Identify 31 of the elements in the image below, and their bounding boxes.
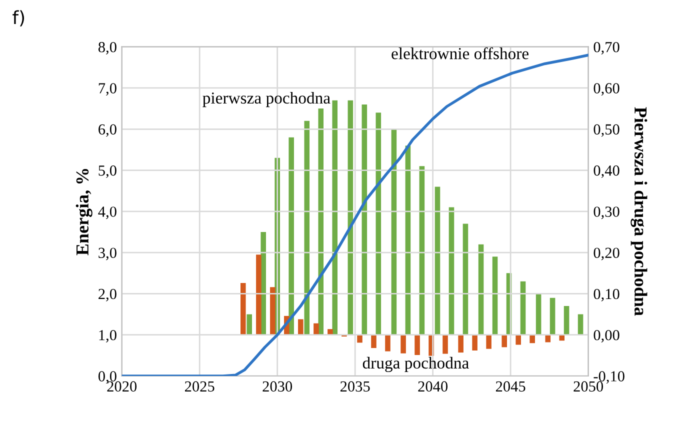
y2-tick-label: -0,10 <box>594 371 624 384</box>
y2-tick-label: 0,60 <box>594 83 620 96</box>
y-tick-label: 7,0 <box>98 83 116 96</box>
y2-tick-label: 0,40 <box>594 165 620 178</box>
x-tick-label: 2040 <box>418 381 448 392</box>
x-tick-label: 2030 <box>262 381 292 392</box>
x-tick-label: 2025 <box>184 381 214 392</box>
y-tick-label: 1,0 <box>99 330 116 343</box>
y-tick-label: 6,0 <box>98 124 116 137</box>
y-tick-label: 2,0 <box>98 288 116 302</box>
series-label: druga pochodna <box>362 356 469 372</box>
y2-tick-label: 0,30 <box>594 206 620 220</box>
x-tick-label: 2035 <box>340 381 370 392</box>
y-tick-label: 8,0 <box>98 42 116 54</box>
x-tick-label: 2020 <box>107 381 137 392</box>
x-tick-label: 2045 <box>496 381 526 392</box>
y2-tick-label: 0,10 <box>594 288 620 302</box>
y2-tick-label: 0,70 <box>594 42 620 54</box>
y2-axis-title: Pierwsza i druga pochodna <box>630 107 648 316</box>
y-axis-title: Energia, % <box>76 168 92 256</box>
y2-tick-label: 0,00 <box>594 330 620 343</box>
y2-tick-label: 0,20 <box>594 248 620 260</box>
series-label: elektrownie offshore <box>392 47 528 60</box>
y-tick-label: 3,0 <box>98 248 116 260</box>
y2-tick-label: 0,50 <box>594 124 620 137</box>
y-tick-label: 0,0 <box>98 371 116 384</box>
text: f) <box>12 10 24 26</box>
x-tick-label: 2050 <box>574 381 604 392</box>
y-tick-label: 4,0 <box>98 206 116 220</box>
y-tick-label: 5,0 <box>98 165 116 178</box>
series-label: pierwsza pochodna <box>202 92 330 108</box>
